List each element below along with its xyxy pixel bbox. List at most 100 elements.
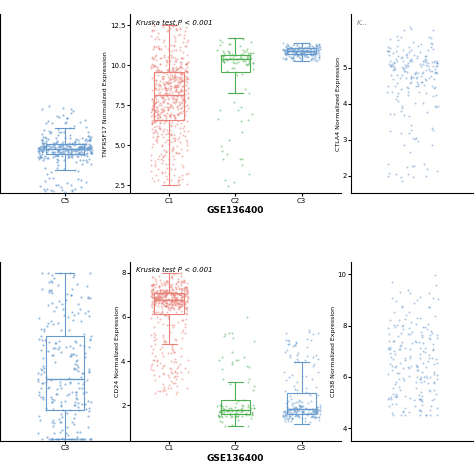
Point <box>160 70 168 77</box>
Point <box>397 129 405 137</box>
Point <box>302 47 310 55</box>
Point <box>150 71 158 78</box>
Point <box>180 88 188 96</box>
Point <box>392 350 399 358</box>
Point <box>61 135 69 142</box>
Point <box>154 111 161 118</box>
Point <box>151 22 158 30</box>
Point <box>148 95 156 103</box>
Point <box>433 281 440 288</box>
Point <box>152 86 160 93</box>
Point <box>178 70 185 78</box>
Point <box>429 294 437 301</box>
Point <box>156 126 164 133</box>
Point <box>67 352 74 360</box>
Point <box>155 45 163 53</box>
Point <box>153 98 160 105</box>
Point <box>401 355 409 362</box>
Point <box>62 188 69 196</box>
Point <box>163 300 171 307</box>
Point <box>310 44 318 51</box>
Point <box>36 144 43 152</box>
Point <box>402 63 410 71</box>
Point <box>172 301 180 308</box>
Point <box>248 110 255 118</box>
Point <box>151 294 159 302</box>
Point <box>400 57 407 65</box>
Point <box>148 95 156 103</box>
Point <box>310 48 318 55</box>
Point <box>219 47 227 55</box>
Point <box>229 335 237 342</box>
Point <box>79 143 86 151</box>
Point <box>173 293 181 301</box>
Point <box>161 302 169 310</box>
Point <box>170 291 177 298</box>
Point <box>171 67 179 75</box>
Point <box>309 42 316 50</box>
Point <box>149 367 156 374</box>
Point <box>281 46 288 54</box>
Point <box>177 145 184 152</box>
Point <box>173 55 181 63</box>
Point <box>38 147 46 155</box>
Point <box>431 70 439 77</box>
Point <box>178 297 185 305</box>
Point <box>85 312 93 320</box>
Point <box>308 47 315 55</box>
Point <box>169 301 176 308</box>
Point <box>313 57 320 64</box>
Point <box>147 365 155 373</box>
Point <box>47 128 55 135</box>
Point <box>431 65 439 73</box>
Point <box>154 114 162 122</box>
Point <box>407 352 414 359</box>
Point <box>316 416 323 424</box>
Point <box>182 96 189 103</box>
Point <box>415 366 422 374</box>
Point <box>182 60 190 67</box>
Point <box>167 301 175 309</box>
Point <box>87 332 94 340</box>
Point <box>61 149 68 156</box>
Point <box>237 54 245 61</box>
Point <box>42 137 50 145</box>
Point <box>300 46 307 54</box>
Point <box>149 307 157 314</box>
Point <box>162 291 169 299</box>
Point <box>43 154 50 162</box>
Point <box>158 298 165 306</box>
Point <box>285 373 293 380</box>
Point <box>313 405 321 413</box>
Point <box>235 356 242 364</box>
Point <box>65 390 73 398</box>
Point <box>155 372 163 380</box>
Point <box>41 133 48 141</box>
Point <box>82 179 90 186</box>
Point <box>429 127 437 134</box>
Point <box>61 381 69 388</box>
Point <box>43 185 51 193</box>
Point <box>400 374 407 382</box>
Point <box>65 142 73 150</box>
Point <box>430 379 438 387</box>
Point <box>49 320 56 328</box>
Point <box>315 40 323 48</box>
Point <box>433 91 440 99</box>
Point <box>162 160 170 168</box>
Point <box>165 321 173 329</box>
Point <box>290 56 298 64</box>
Point <box>164 305 172 312</box>
Point <box>182 65 189 73</box>
Point <box>285 410 293 418</box>
Point <box>177 93 185 100</box>
Point <box>170 99 177 106</box>
Point <box>279 412 287 419</box>
Point <box>171 372 179 379</box>
Point <box>418 331 426 339</box>
Point <box>153 108 160 115</box>
Point <box>74 309 82 317</box>
Point <box>183 74 191 82</box>
Point <box>155 101 163 109</box>
Point <box>62 145 70 153</box>
